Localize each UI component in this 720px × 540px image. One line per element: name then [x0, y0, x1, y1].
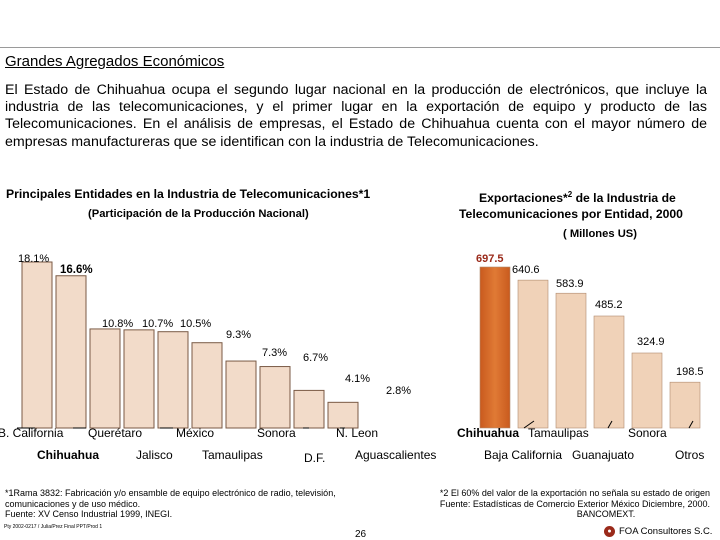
category-label-8: D.F. — [304, 451, 325, 465]
bar-2 — [55, 275, 87, 429]
footnote-left-line2: comunicaciones y de uso médico. — [5, 498, 141, 509]
export-bar-4 — [593, 315, 625, 429]
top-divider — [0, 47, 720, 48]
export-category-label-6: Otros — [675, 448, 704, 462]
brand-logo-icon: ● — [604, 526, 615, 537]
intro-paragraph: El Estado de Chihuahua ocupa el segundo … — [5, 82, 707, 150]
category-label-4: Jalisco — [136, 448, 173, 462]
page-title: Grandes Agregados Económicos — [5, 53, 225, 70]
bar-3 — [89, 328, 121, 429]
export-leader-line-3 — [688, 420, 694, 429]
bar-9-value-label: 4.1% — [345, 373, 370, 385]
bar-3-value-label: 10.8% — [102, 318, 133, 330]
bar-9 — [293, 389, 325, 429]
chart1-participacion: 18.1% 16.6% 10.8% 10.7% 10.5% 9.3% 7.3% 6.7% 4.1… — [0, 253, 436, 465]
chart2-title-line2: Telecomunicaciones por Entidad, 2000 — [459, 207, 683, 221]
export-bar-2 — [517, 279, 549, 429]
chart2-subtitle: ( Millones US) — [563, 228, 637, 240]
category-label-2: Chihuahua — [37, 448, 99, 462]
footnote-left-line3: Fuente: XV Censo Industrial 1999, INEGI. — [5, 509, 173, 519]
chart2-title-line1: Exportaciones*2 de la Industria de — [479, 190, 676, 206]
category-label-6: Tamaulipas — [202, 448, 263, 462]
bar-4-value-label: 10.7% — [142, 318, 173, 330]
category-label-1: B. California — [0, 426, 64, 440]
export-bar-6-value-label: 198.5 — [676, 366, 704, 378]
category-label-10: Aguascalientes — [355, 448, 436, 462]
category-label-5: México — [176, 426, 214, 440]
footnote-right-line2: Fuente: Estadísticas de Comercio Exterio… — [439, 498, 710, 509]
bar-8 — [259, 366, 291, 429]
export-bar-5 — [631, 352, 663, 429]
bar-7 — [225, 360, 257, 429]
export-bar-4-value-label: 485.2 — [595, 299, 623, 311]
bar-6 — [191, 342, 223, 429]
footnote-right-line1: *2 El 60% del valor de la exportación no… — [439, 488, 710, 498]
export-bar-3 — [555, 292, 587, 429]
category-label-9: N. Leon — [336, 426, 378, 440]
chart1-title: Principales Entidades en la Industria de… — [6, 187, 371, 201]
export-bar-5-value-label: 324.9 — [637, 336, 665, 348]
brand-name: FOA Consultores S.C. — [619, 526, 713, 537]
footnote-left-line1: *1Rama 3832: Fabricación y/o ensamble de… — [5, 488, 336, 498]
export-bar-1-value-label: 697.5 — [476, 253, 504, 265]
bar-10 — [327, 401, 359, 429]
bar-1 — [21, 261, 53, 429]
export-bar-3-value-label: 583.9 — [556, 278, 584, 290]
export-leader-line-1 — [523, 420, 535, 429]
export-category-label-1: Chihuahua — [457, 426, 519, 440]
export-category-label-2: Baja California — [484, 448, 562, 462]
bar-5-value-label: 10.5% — [180, 318, 211, 330]
bar-1-value-label: 18.1% — [18, 253, 49, 265]
export-category-label-5: Sonora — [628, 426, 667, 440]
footnote-right: *2 El 60% del valor de la exportación no… — [412, 488, 710, 520]
bar-8-value-label: 6.7% — [303, 352, 328, 364]
page-number: 26 — [355, 529, 367, 540]
footnote-right-line3: BANCOMEXT. — [576, 509, 636, 519]
bar-4 — [123, 329, 155, 429]
bar-6-value-label: 9.3% — [226, 329, 251, 341]
category-label-7: Sonora — [257, 426, 296, 440]
chart2-exportaciones: 697.5 640.6 583.9 485.2 324.9 198.5 Chihuahua B… — [457, 253, 704, 462]
export-bar-1 — [479, 266, 511, 429]
chart1-subtitle: (Participación de la Producción Nacional… — [88, 208, 309, 220]
footnote-left: *1Rama 3832: Fabricación y/o ensamble de… — [5, 488, 336, 520]
bar-7-value-label: 7.3% — [262, 347, 287, 359]
export-bar-2-value-label: 640.6 — [512, 264, 540, 276]
export-leader-line-2 — [607, 420, 613, 429]
bar-2-value-label: 16.6% — [60, 264, 93, 276]
export-category-label-4: Guanajuato — [572, 448, 634, 462]
export-bar-6 — [669, 381, 701, 429]
category-label-3: Querétaro — [88, 426, 142, 440]
bar-5 — [157, 331, 189, 429]
file-code: Pty 2002-0217 / Julia/Prez Final PPT/Pro… — [4, 524, 103, 530]
export-category-label-3: Tamaulipas — [528, 426, 589, 440]
bar-10-value-label: 2.8% — [386, 385, 411, 397]
